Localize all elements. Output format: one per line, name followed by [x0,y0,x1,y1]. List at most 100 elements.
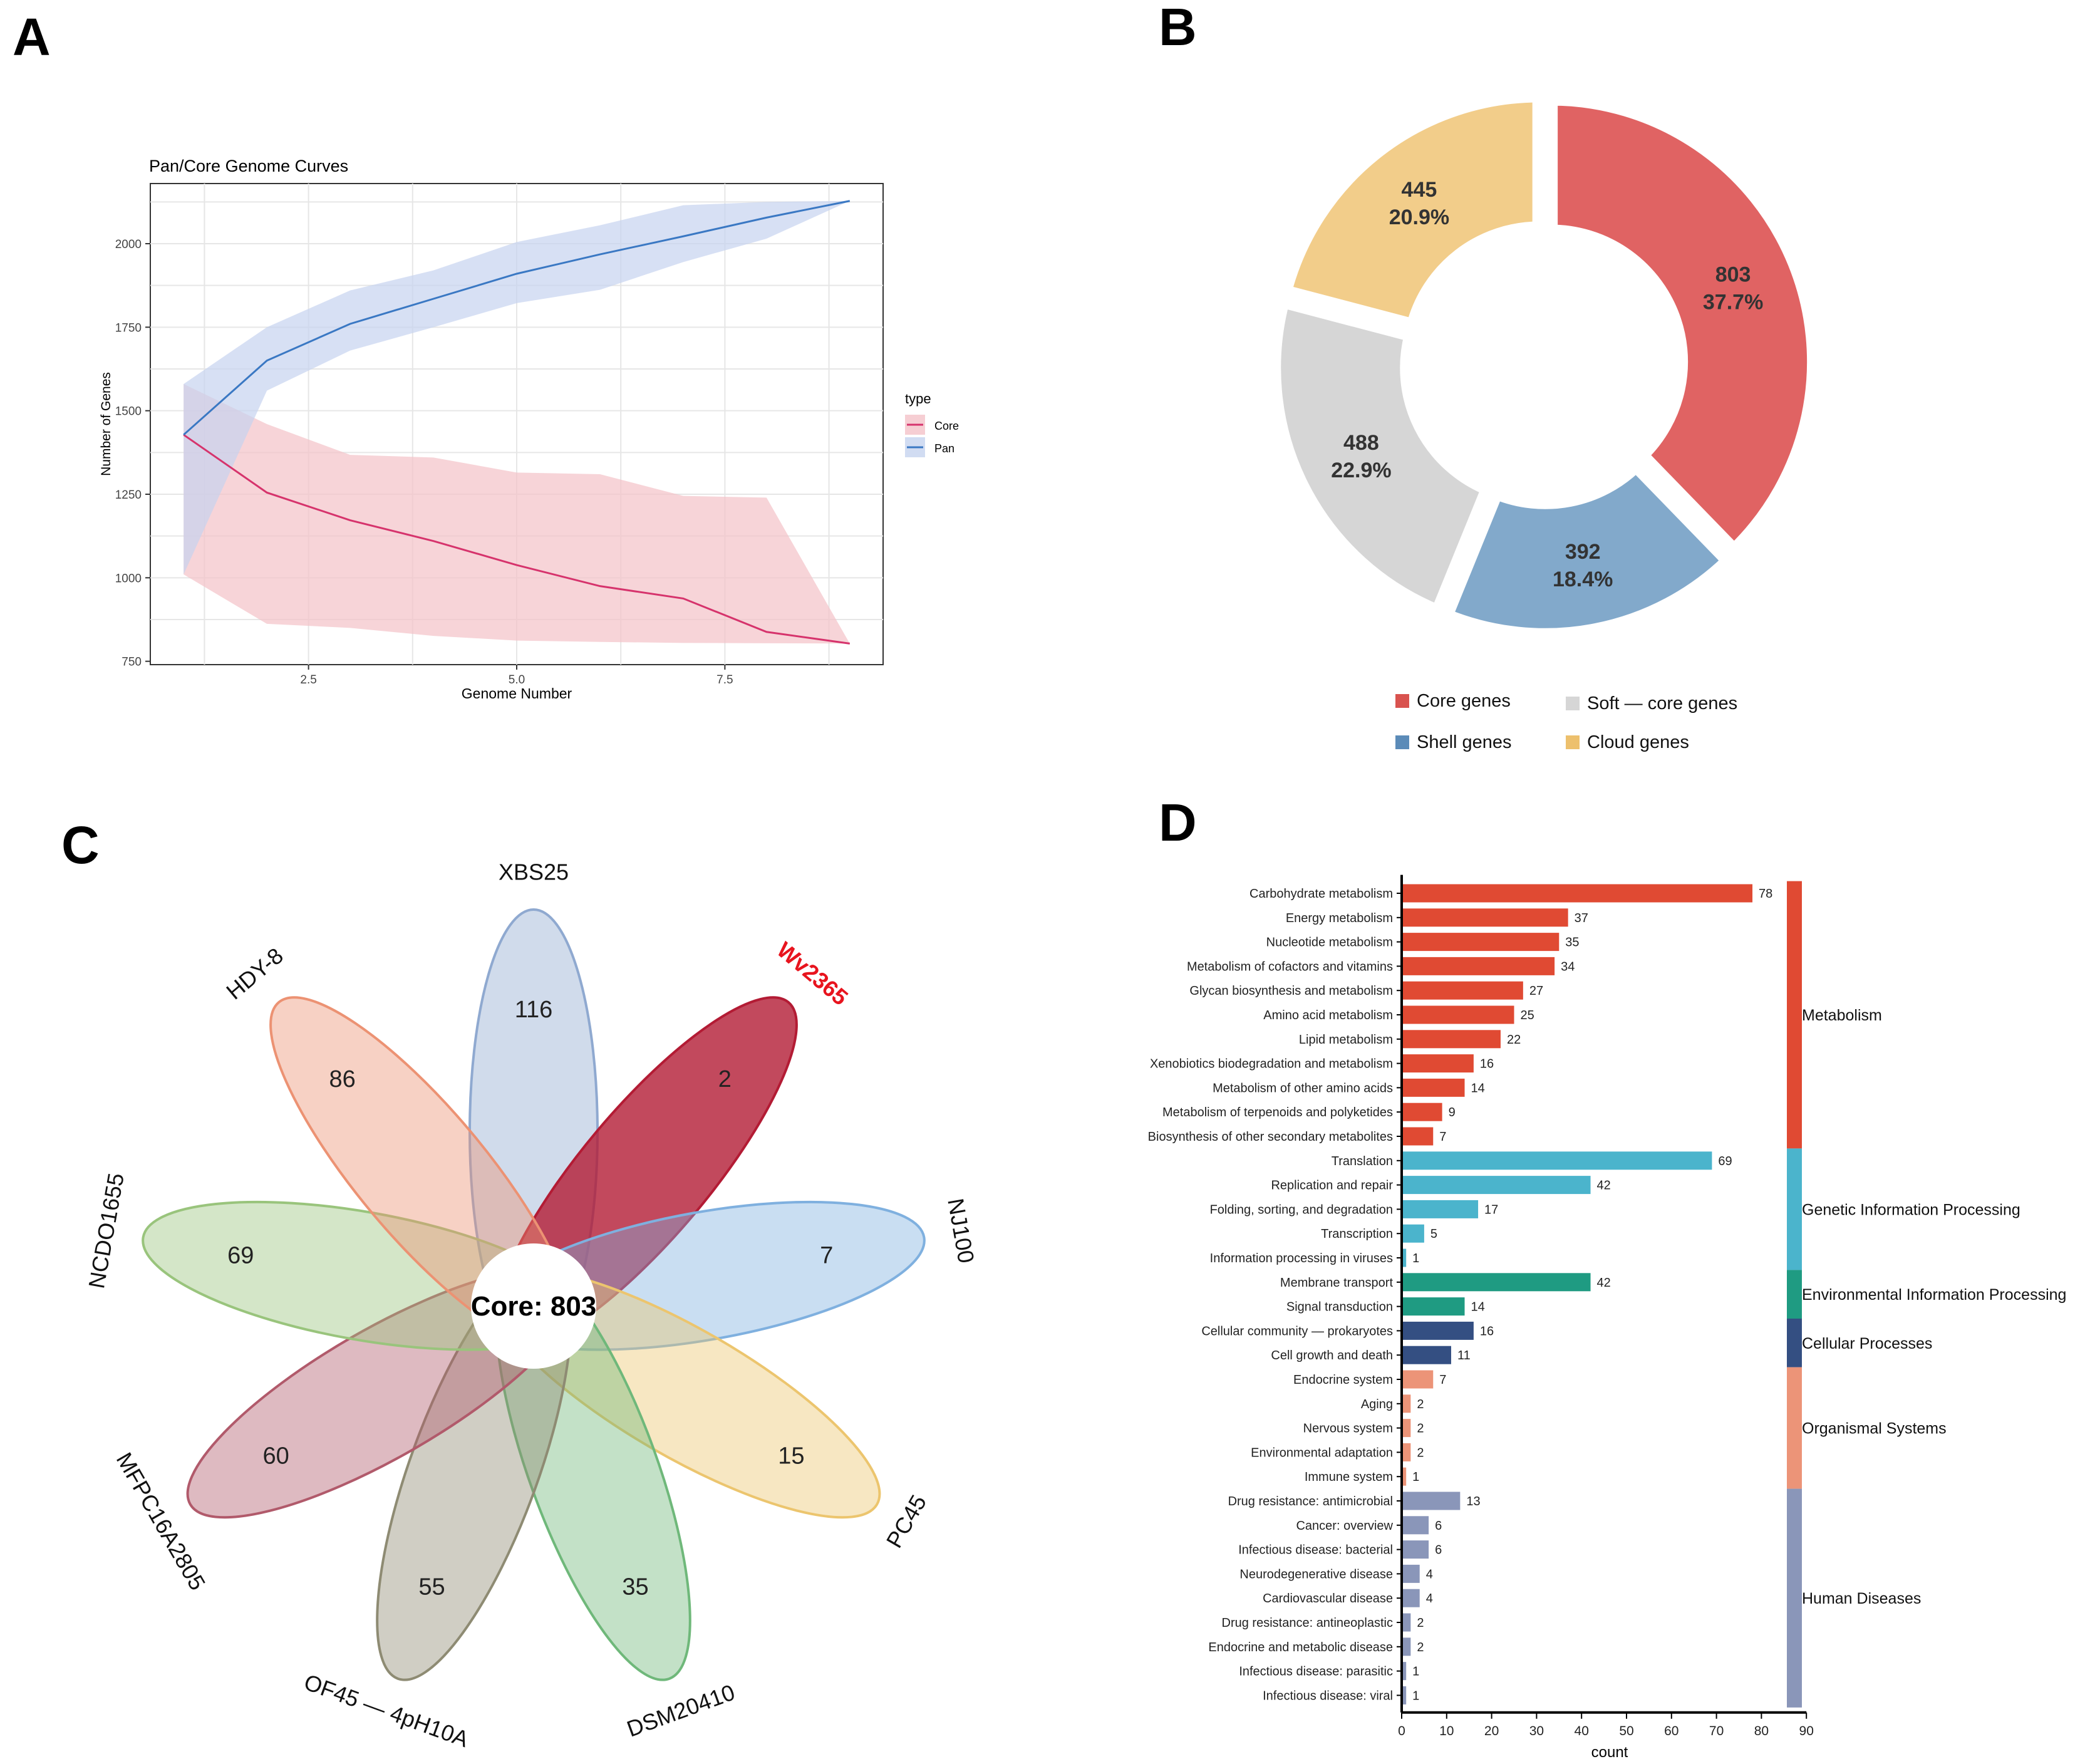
bar-value-label: 4 [1426,1567,1433,1581]
legend-title: type [905,391,931,407]
bar [1402,1394,1411,1413]
x-tick-label: 2.5 [300,673,316,687]
category-label: Carbohydrate metabolism [1249,887,1393,901]
bar-value-label: 22 [1507,1033,1521,1047]
x-axis-label: count [1591,1744,1628,1761]
bar [1402,1224,1424,1243]
bar [1402,1102,1442,1121]
bar [1402,1151,1712,1170]
bar-value-label: 14 [1471,1300,1485,1314]
category-label: Nucleotide metabolism [1266,936,1393,950]
y-tick-label: 750 [122,656,142,669]
category-label: Cardiovascular disease [1263,1592,1393,1606]
y-tick-label: 1250 [115,489,142,502]
bar [1402,1078,1465,1097]
panel-letter-d: D [1159,793,1197,852]
bar-value-label: 69 [1718,1154,1732,1168]
y-tick-label: 2000 [115,238,142,251]
legend-swatch [1566,735,1580,749]
category-label: Infectious disease: parasitic [1239,1665,1393,1679]
category-label: Metabolism of other amino acids [1213,1081,1393,1095]
bar-value-label: 14 [1471,1081,1485,1095]
legend-swatch [1566,697,1580,710]
bar-value-label: 4 [1426,1592,1433,1606]
petal-sample-name: NCDO1655 [83,1171,129,1290]
category-label: Information processing in viruses [1210,1252,1393,1265]
series-line-pan [183,200,851,436]
category-label: Folding, sorting, and degradation [1210,1203,1393,1217]
gene-category-donut: 803 37.7% 392 18.4% 488 22.9% 445 20.9% Core ge… [1267,88,1821,752]
core-circle [471,1243,596,1369]
bar [1402,1686,1407,1704]
category-label: Endocrine and metabolic disease [1208,1641,1393,1654]
category-label: Neurodegenerative disease [1239,1567,1393,1581]
bar [1402,1564,1420,1583]
bar-value-label: 2 [1417,1422,1424,1436]
bar-value-label: 42 [1597,1276,1611,1290]
bar [1402,1176,1591,1195]
bar-value-label: 1 [1412,1665,1419,1679]
x-tick-label: 20 [1484,1724,1499,1738]
bar-value-label: 34 [1561,960,1575,973]
bar [1402,1540,1429,1559]
group-label: Metabolism [1802,1007,1882,1024]
petal-unique-count: 69 [227,1243,254,1269]
y-tick-label: 1750 [115,321,142,335]
category-label: Energy metabolism [1286,911,1393,925]
x-tick-label: 0 [1398,1724,1405,1738]
y-tick-label: 1500 [115,405,142,418]
petal-unique-count: 2 [718,1066,732,1092]
petal-unique-count: 116 [515,997,553,1023]
bar [1402,957,1555,975]
confidence-band-pan [184,200,850,574]
legend-label: Core genes [1417,691,1511,711]
bar [1402,1589,1420,1607]
panel-letter-a: A [13,8,51,66]
slice-percent: 22.9% [1331,459,1391,482]
slice-percent: 37.7% [1703,290,1763,314]
panel-letter-b: B [1159,0,1197,56]
x-tick-label: 30 [1529,1724,1544,1738]
category-label: Glycan biosynthesis and metabolism [1189,984,1393,998]
bar [1402,1346,1451,1364]
category-label: Immune system [1305,1470,1393,1484]
petal-sample-name: XBS25 [499,859,569,885]
petal-unique-count: 7 [820,1243,833,1269]
group-color-strip [1787,1367,1802,1489]
bar-value-label: 5 [1430,1227,1437,1241]
bar [1402,1200,1479,1218]
bar [1402,1662,1407,1681]
category-label: Biosynthesis of other secondary metaboli… [1148,1130,1393,1144]
y-tick-label: 1000 [115,572,142,585]
bar-value-label: 6 [1435,1544,1442,1557]
x-tick-label: 10 [1439,1724,1454,1738]
bar [1402,1005,1514,1024]
bar [1402,1443,1411,1461]
petal-unique-count: 86 [329,1066,356,1092]
petal-sample-name: PC45 [881,1490,932,1552]
bar-value-label: 2 [1417,1446,1424,1460]
bar-value-label: 2 [1417,1398,1424,1411]
legend-label: Shell genes [1417,732,1512,752]
category-label: Lipid metabolism [1299,1033,1393,1047]
category-label: Cancer: overview [1296,1519,1393,1533]
petal-unique-count: 35 [622,1574,648,1600]
bar-value-label: 1 [1412,1470,1419,1484]
panel-letter-c: C [61,816,100,874]
bar-value-label: 9 [1449,1106,1456,1119]
bar [1402,908,1568,927]
category-label: Cellular community — prokaryotes [1201,1324,1393,1338]
group-color-strip [1787,1319,1802,1367]
legend-label: Cloud genes [1587,732,1689,752]
group-label: Human Diseases [1802,1590,1921,1607]
legend-label-pan: Pan [934,442,954,455]
confidence-band-core [184,384,850,644]
bar-value-label: 42 [1597,1179,1611,1193]
x-tick-label: 60 [1664,1724,1679,1738]
bar [1402,1248,1407,1267]
slice-count: 488 [1343,431,1379,455]
series-line-core [183,433,851,645]
bar-value-label: 7 [1439,1373,1446,1387]
donut-slice-shell-genes [1437,455,1739,642]
group-color-strip [1787,1270,1802,1319]
